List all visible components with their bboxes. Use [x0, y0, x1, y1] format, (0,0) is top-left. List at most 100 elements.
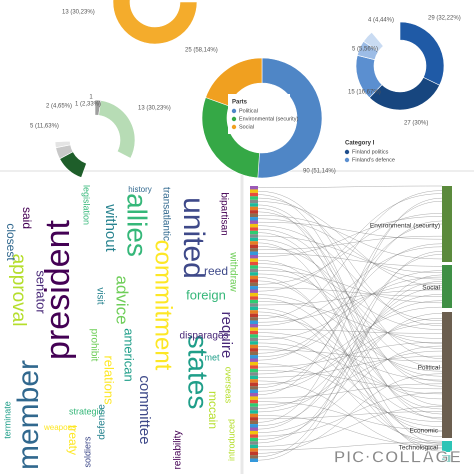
sankey-source-stripe — [250, 410, 258, 414]
word: legislation — [82, 185, 92, 225]
word: foreign — [186, 287, 226, 302]
legend-marker — [231, 116, 237, 122]
data-label: 27 (30%) — [404, 121, 428, 127]
sankey-link — [257, 193, 443, 292]
word: bipartisan — [218, 192, 229, 235]
word: states — [183, 335, 214, 410]
sankey-link — [257, 281, 443, 444]
sankey-source-stripe — [250, 317, 258, 321]
data-label: 15 (16,67%) — [348, 90, 381, 96]
word: united — [177, 197, 210, 279]
sankey-link — [257, 308, 443, 432]
word: senator — [34, 270, 49, 314]
word: disparages — [180, 331, 229, 342]
legend-label: Political — [239, 108, 258, 114]
data-label: 5 (5,56%) — [352, 47, 378, 53]
sankey-link — [257, 235, 443, 251]
sankey-link — [257, 232, 443, 415]
sankey-source-stripe — [250, 265, 258, 269]
sankey-link — [257, 213, 443, 285]
sankey-link — [257, 254, 443, 430]
word: relations — [102, 355, 117, 405]
sankey-link — [257, 253, 443, 267]
data-label: 13 (30,23%) — [62, 10, 95, 16]
sankey-link — [257, 270, 443, 304]
sankey-node — [442, 186, 452, 262]
sankey-source-stripe — [250, 386, 258, 390]
sankey-source-stripe — [250, 417, 258, 421]
sankey-source-stripe — [250, 296, 258, 300]
data-label: 29 (32,22%) — [428, 16, 461, 22]
sankey-link — [257, 383, 443, 399]
word: defense — [97, 404, 108, 440]
sankey-source-stripe — [250, 441, 258, 445]
donut-segment — [112, 0, 198, 45]
legend-marker — [344, 157, 350, 163]
sankey-source-stripe — [250, 275, 258, 280]
sankey-source-stripe — [250, 413, 258, 418]
sankey-link — [257, 197, 443, 327]
sankey-link — [257, 415, 443, 446]
sankey-source-stripe — [250, 189, 258, 193]
word: transatlantic — [160, 187, 171, 241]
legend-marker — [231, 124, 237, 130]
donut-segment — [363, 31, 384, 52]
sankey-node-label: Environmental (security) — [370, 223, 440, 230]
word: prohibit — [88, 329, 99, 362]
sankey-source-stripe — [250, 206, 258, 211]
sankey-source-stripe — [250, 406, 258, 411]
sankey-link — [257, 215, 443, 260]
sankey-source-stripe — [250, 248, 258, 252]
sankey-link — [257, 293, 443, 409]
sankey-source-stripe — [250, 403, 258, 407]
sankey-source-stripe — [250, 344, 258, 349]
legend-title: Category I — [345, 141, 375, 147]
word: allies — [122, 193, 153, 257]
legend-box — [228, 94, 290, 134]
sankey-source-stripe — [250, 334, 258, 338]
sankey-source-stripe — [250, 217, 258, 221]
word: approval — [8, 254, 29, 327]
sankey-node — [442, 455, 452, 462]
sankey-node — [442, 312, 452, 438]
sankey-node — [442, 265, 452, 308]
sankey-source-stripe — [250, 234, 258, 238]
sankey-source-stripe — [250, 299, 258, 304]
sankey-source-stripe — [250, 330, 258, 335]
sankey-source-stripe — [250, 289, 258, 293]
sankey-source-stripe — [250, 379, 258, 383]
sankey-link — [257, 328, 443, 334]
sankey-link — [257, 246, 443, 326]
sankey-link — [257, 301, 443, 339]
word: member — [12, 360, 45, 470]
sankey-source-stripe — [250, 351, 258, 356]
legend-label: Environmental (security) — [239, 116, 298, 122]
data-label: 4 (4,44%) — [368, 18, 394, 24]
sankey-source-stripe — [250, 348, 258, 352]
sankey-source-stripe — [250, 258, 258, 262]
word: history — [128, 185, 152, 194]
sankey-source-stripe — [250, 382, 258, 387]
data-label: 25 (58,14%) — [185, 48, 218, 54]
data-label: 1 (2,33%) — [75, 102, 101, 108]
sankey-source-stripe — [250, 244, 258, 249]
sankey-link — [257, 346, 443, 442]
sankey-source-stripe — [250, 279, 258, 283]
sankey-source-stripe — [250, 241, 258, 245]
sankey-source-stripe — [250, 282, 258, 287]
sankey-source-stripe — [250, 196, 258, 200]
word: advice — [113, 275, 132, 324]
sankey-link — [257, 300, 443, 392]
sankey-link — [257, 208, 443, 444]
sankey-source-stripe — [250, 227, 258, 231]
sankey-link — [257, 283, 443, 323]
word: american — [122, 328, 137, 381]
donut-segment — [98, 100, 136, 159]
sankey-link — [257, 197, 443, 423]
sankey-link — [257, 406, 443, 447]
sankey-source-stripe — [250, 375, 258, 380]
word: mccain — [206, 391, 220, 429]
word: commitment — [150, 240, 177, 371]
sankey-source-stripe — [250, 255, 258, 259]
word: treaty — [66, 425, 80, 455]
